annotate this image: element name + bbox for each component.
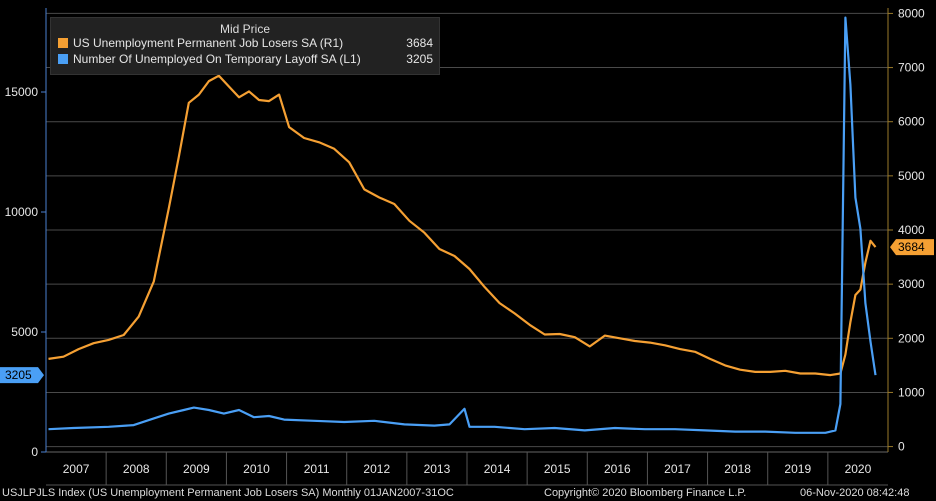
left-axis: 0 5000 10000 15000 3205 xyxy=(0,8,47,459)
footer-timestamp: 06-Nov-2020 08:42:48 xyxy=(800,487,910,499)
right-axis: 0 1000 2000 3000 4000 5000 6000 7000 8000 3684 xyxy=(887,6,934,454)
x-tick-label: 2015 xyxy=(544,462,571,476)
x-tick-label: 2007 xyxy=(63,462,90,476)
x-tick-label: 2016 xyxy=(604,462,631,476)
right-last-value-badge xyxy=(890,239,934,256)
footer-copyright: Copyright© 2020 Bloomberg Finance L.P. xyxy=(544,487,747,499)
footer-bar: USJLPJLS Index (US Unemployment Permanen… xyxy=(0,486,936,501)
legend-entry-permanent: US Unemployment Permanent Job Losers SA … xyxy=(51,36,439,52)
x-tick-label: 2020 xyxy=(845,462,872,476)
legend-swatch-orange xyxy=(58,38,68,48)
left-tick-label: 10000 xyxy=(5,205,39,219)
left-tick-label: 5000 xyxy=(11,325,38,339)
right-tick-label: 0 xyxy=(898,440,905,454)
right-tick-label: 4000 xyxy=(898,223,925,237)
legend-series-value: 3205 xyxy=(406,52,433,66)
legend-swatch-blue xyxy=(58,54,68,64)
x-tick-label: 2013 xyxy=(424,462,451,476)
left-last-value-badge xyxy=(0,367,44,384)
legend-series-value: 3684 xyxy=(406,36,433,50)
x-tick-label: 2017 xyxy=(664,462,691,476)
right-tick-label: 5000 xyxy=(898,169,925,183)
legend-series-name: Number Of Unemployed On Temporary Layoff… xyxy=(73,52,361,66)
right-tick-label: 1000 xyxy=(898,385,925,399)
legend: Mid Price US Unemployment Permanent Job … xyxy=(50,17,440,75)
series-lines xyxy=(48,16,877,434)
x-tick-label: 2009 xyxy=(183,462,210,476)
legend-entry-temporary: Number Of Unemployed On Temporary Layoff… xyxy=(51,52,439,68)
x-tick-label: 2010 xyxy=(243,462,270,476)
x-tick-label: 2011 xyxy=(304,462,330,476)
right-tick-label: 3000 xyxy=(898,277,925,291)
left-last-value-label: 3205 xyxy=(5,368,32,382)
x-tick-label: 2008 xyxy=(123,462,150,476)
x-tick-label: 2012 xyxy=(363,462,390,476)
right-tick-label: 6000 xyxy=(898,115,925,129)
legend-title: Mid Price xyxy=(219,22,270,36)
x-tick-label: 2019 xyxy=(784,462,811,476)
series-line-temporary-layoff xyxy=(48,16,877,434)
grid-lines xyxy=(46,12,888,448)
legend-series-name: US Unemployment Permanent Job Losers SA … xyxy=(73,36,344,50)
right-tick-label: 7000 xyxy=(898,61,925,75)
right-tick-label: 8000 xyxy=(898,6,925,20)
right-tick-label: 2000 xyxy=(898,331,925,345)
x-tick-label: 2014 xyxy=(484,462,511,476)
series-line-permanent-job-losers xyxy=(48,74,877,377)
x-axis: 2007 2008 2009 2010 2011 2012 2013 2014 2015 2016… xyxy=(46,451,888,486)
left-tick-label: 0 xyxy=(31,445,38,459)
x-tick-label: 2018 xyxy=(724,462,751,476)
footer-ticker: USJLPJLS Index (US Unemployment Permanen… xyxy=(2,487,454,499)
right-last-value-label: 3684 xyxy=(898,240,925,254)
left-tick-label: 15000 xyxy=(5,85,39,99)
